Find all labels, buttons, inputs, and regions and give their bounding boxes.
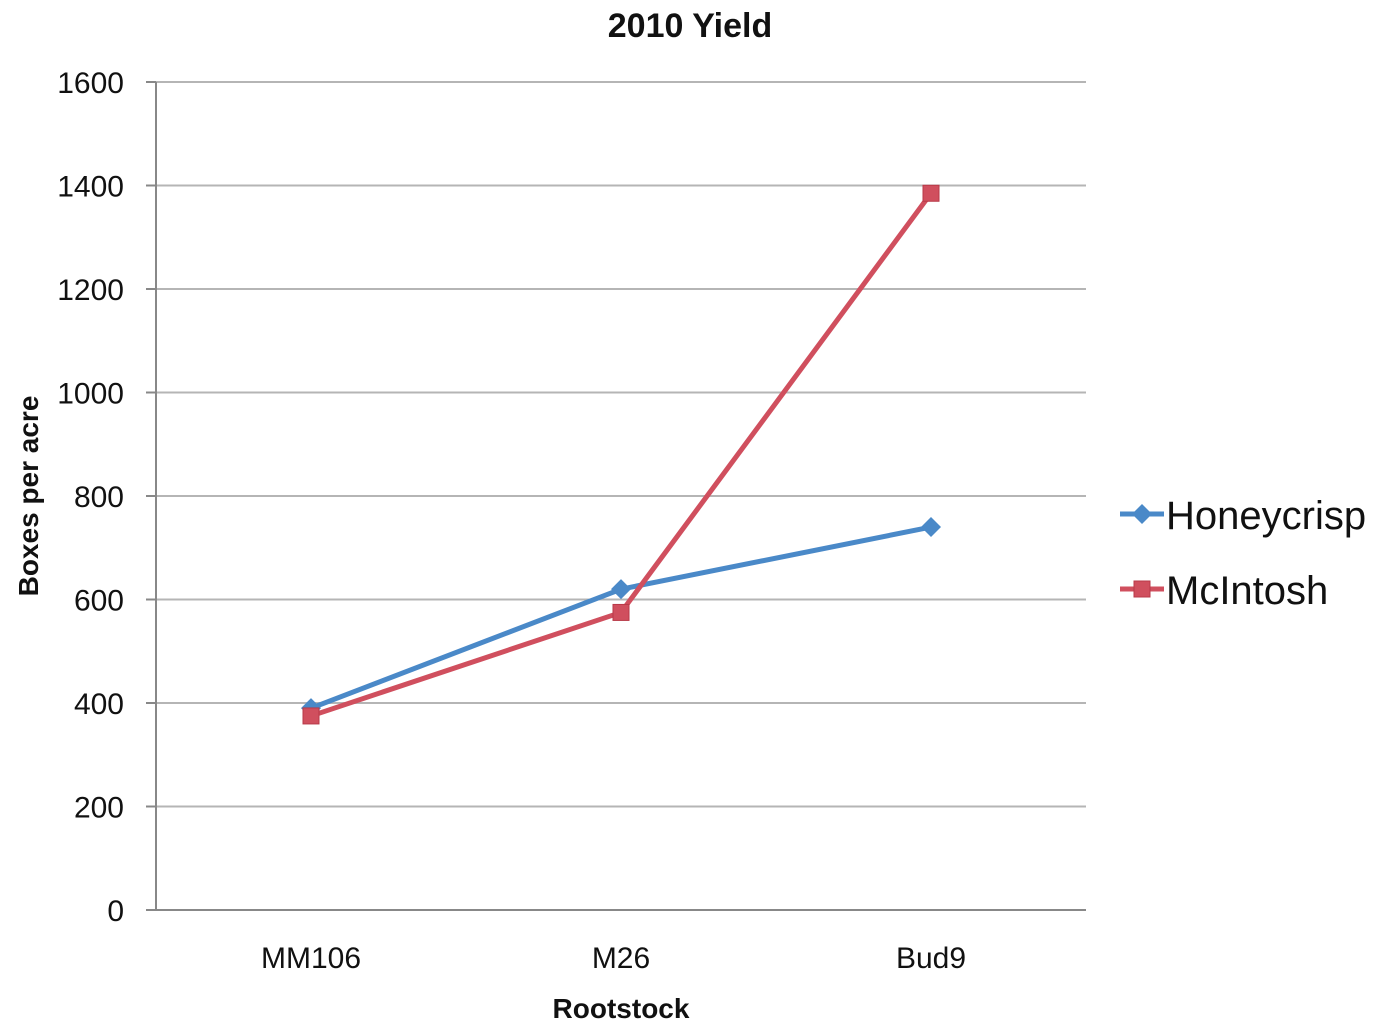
x-tick-label: Bud9	[896, 942, 966, 975]
chart-title: 2010 Yield	[608, 7, 772, 45]
data-point	[612, 603, 630, 621]
y-tick-label: 1000	[57, 378, 124, 411]
series-mcintosh	[302, 184, 940, 725]
x-tick-label: M26	[592, 942, 650, 975]
legend-marker	[1133, 580, 1151, 598]
series-group	[301, 184, 941, 725]
legend: Honeycrisp McIntosh	[1120, 494, 1366, 613]
x-tick-label: MM106	[261, 942, 361, 975]
data-point	[611, 579, 631, 600]
data-point	[921, 517, 941, 538]
y-tick-label: 1600	[57, 67, 124, 100]
y-tick-label: 200	[74, 792, 124, 825]
y-tick-labels: 0 200 400 600 800 1000 1200 1400 1600	[57, 67, 156, 928]
y-tick-label: 0	[107, 895, 124, 928]
y-tick-label: 1200	[57, 274, 124, 307]
legend-marker	[1132, 504, 1152, 524]
x-axis-label: Rootstock	[553, 993, 690, 1024]
y-tick-label: 1400	[57, 171, 124, 204]
legend-label: McIntosh	[1166, 569, 1328, 613]
legend-label: Honeycrisp	[1166, 494, 1366, 538]
data-point	[922, 184, 940, 202]
legend-item: Honeycrisp	[1120, 494, 1366, 538]
y-tick-label: 600	[74, 585, 124, 618]
y-tick-label: 800	[74, 481, 124, 514]
data-point	[302, 707, 320, 725]
gridlines	[156, 81, 1086, 808]
x-tick-labels: MM106 M26 Bud9	[261, 942, 966, 975]
y-tick-label: 400	[74, 688, 124, 721]
y-axis-label: Boxes per acre	[13, 396, 44, 597]
series-line	[310, 191, 934, 719]
legend-item: McIntosh	[1120, 569, 1328, 613]
